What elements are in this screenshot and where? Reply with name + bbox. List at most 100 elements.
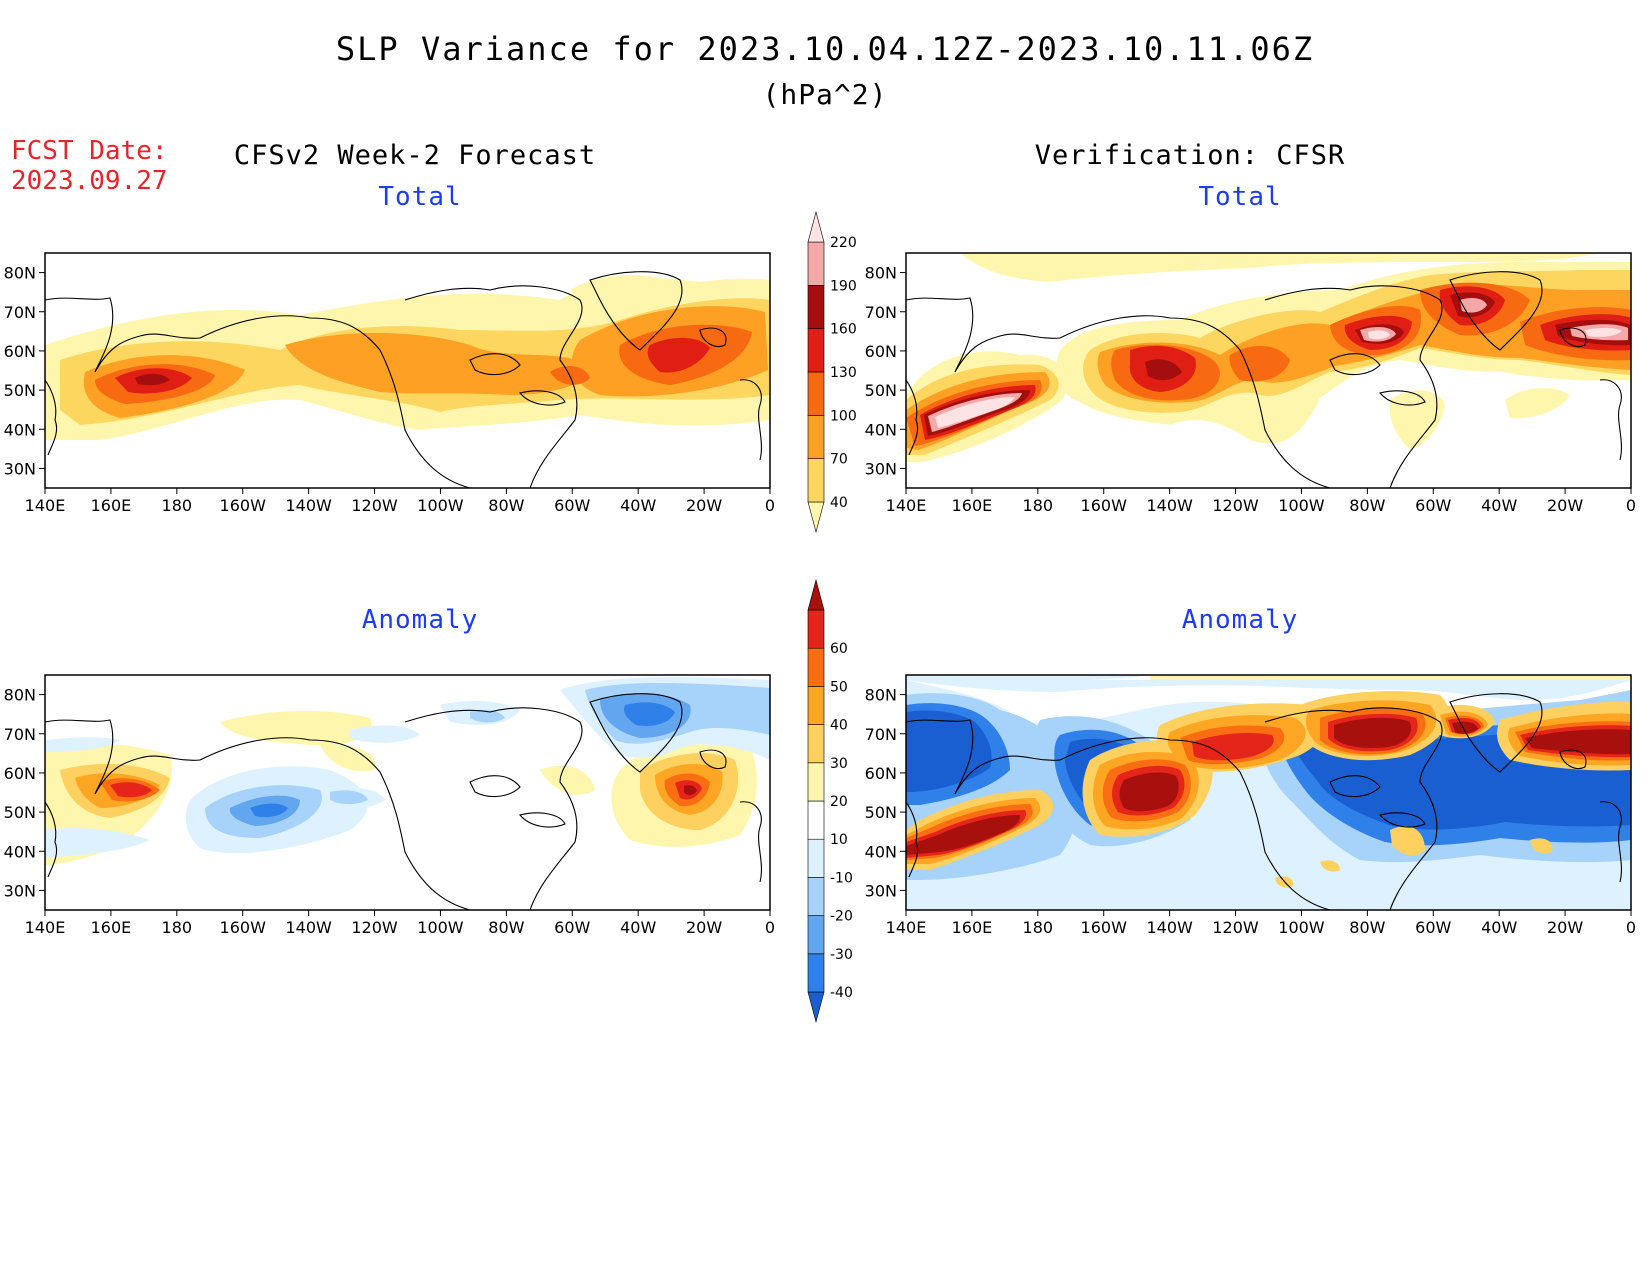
bottom-right-lon-label: 120W xyxy=(1212,918,1259,937)
anomaly-colorbar-level-label: 50 xyxy=(830,679,848,695)
bottom-right-lon-label: 100W xyxy=(1278,918,1325,937)
anomaly-colorbar-swatch xyxy=(807,877,825,916)
top-left-lon-label: 160E xyxy=(91,496,132,515)
top-left-lat-label: 70N xyxy=(4,303,36,322)
anomaly-colorbar-level-label: -10 xyxy=(830,870,853,886)
left-column-title: CFSv2 Week-2 Forecast xyxy=(233,140,597,171)
top-right-lon-label: 80W xyxy=(1349,496,1385,515)
top-right-lon-label: 0 xyxy=(1626,496,1636,515)
fcst-date-caption: FCST Date: xyxy=(11,136,168,166)
anomaly-colorbar-level-label: -20 xyxy=(830,909,853,925)
top-left-lat-label: 80N xyxy=(4,264,36,283)
top-left-lon-label: 100W xyxy=(417,496,464,515)
bottom-right-lon-label: 80W xyxy=(1349,918,1385,937)
anomaly-colorbar-swatch xyxy=(807,953,825,993)
top-right-lat-label: 40N xyxy=(865,420,897,439)
total-colorbar-level-label: 220 xyxy=(830,235,857,251)
top-left-lat-label: 40N xyxy=(4,420,36,439)
top-right-lat-label: 30N xyxy=(865,459,897,478)
top-right-lon-label: 120W xyxy=(1212,496,1259,515)
total-colorbar-level-label: 160 xyxy=(830,322,857,338)
anomaly-colorbar-level-label: 10 xyxy=(830,832,848,848)
top-right-panel-title: Total xyxy=(1198,182,1282,212)
fcst-date-value: 2023.09.27 xyxy=(11,166,168,196)
bottom-left-lon-label: 80W xyxy=(488,918,524,937)
anomaly-colorbar-swatch xyxy=(807,724,825,764)
total-colorbar-swatch xyxy=(807,328,825,373)
top-right-lon-label: 60W xyxy=(1415,496,1451,515)
anomaly-colorbar-level-label: 30 xyxy=(830,756,848,772)
bottom-left-lat-label: 40N xyxy=(4,842,36,861)
top-right-lon-label: 160W xyxy=(1081,496,1128,515)
top-left-lon-label: 20W xyxy=(686,496,722,515)
verification-total-field xyxy=(906,253,1631,488)
anomaly-colorbar-level-label: 20 xyxy=(830,794,848,810)
top-right-lon-label: 20W xyxy=(1547,496,1583,515)
bottom-left-lat-label: 70N xyxy=(4,725,36,744)
bottom-right-lon-label: 160E xyxy=(952,918,993,937)
anomaly-colorbar-swatch xyxy=(807,686,825,725)
anomaly-colorbar-swatch xyxy=(807,800,825,840)
top-right-lon-label: 160E xyxy=(952,496,993,515)
top-left-lon-label: 140W xyxy=(285,496,332,515)
forecast-anomaly-field xyxy=(45,675,770,910)
total-colorbar-swatch xyxy=(807,371,825,416)
coastline-top-right xyxy=(905,271,1622,489)
top-right-panel-frame xyxy=(905,252,1632,489)
anomaly-colorbar-level-label: 60 xyxy=(830,641,848,657)
top-left-lon-label: 140E xyxy=(25,496,66,515)
top-right-lat-label: 70N xyxy=(865,303,897,322)
bottom-right-lon-label: 160W xyxy=(1081,918,1128,937)
figure-units: (hPa^2) xyxy=(762,78,888,111)
total-colorbar-lower-arrow xyxy=(807,501,825,534)
colorbar-layer: 40 70 100 130 160 190 220 -40 -30 -20 -10 10 20 30 40 5… xyxy=(807,210,857,1024)
coastline-bottom-right xyxy=(905,693,1622,911)
top-right-lat-label: 60N xyxy=(865,342,897,361)
total-colorbar-swatch xyxy=(807,415,825,459)
top-left-lat-label: 50N xyxy=(4,381,36,400)
anomaly-colorbar-level-label: -30 xyxy=(830,947,853,963)
bottom-right-lon-label: 140E xyxy=(886,918,927,937)
top-right-lon-label: 140E xyxy=(886,496,927,515)
anomaly-colorbar-swatch xyxy=(807,609,825,649)
anomaly-colorbar-swatch xyxy=(807,915,825,955)
bottom-right-lon-label: 20W xyxy=(1547,918,1583,937)
top-left-lon-label: 60W xyxy=(554,496,590,515)
top-left-lon-label: 80W xyxy=(488,496,524,515)
bottom-right-lon-label: 140W xyxy=(1146,918,1193,937)
bottom-left-lat-label: 30N xyxy=(4,881,36,900)
bottom-left-lon-label: 180 xyxy=(162,918,193,937)
forecast-total-field xyxy=(45,253,770,488)
total-colorbar-swatch xyxy=(807,458,825,503)
top-right-lon-label: 100W xyxy=(1278,496,1325,515)
total-colorbar-level-label: 190 xyxy=(830,278,857,294)
coastline-top-left xyxy=(44,271,762,489)
bottom-left-lon-label: 160E xyxy=(91,918,132,937)
bottom-left-lon-label: 100W xyxy=(417,918,464,937)
top-right-lat-label: 80N xyxy=(865,264,897,283)
top-left-lat-label: 30N xyxy=(4,459,36,478)
bottom-right-panel-frame xyxy=(905,674,1632,911)
bottom-right-lat-label: 30N xyxy=(865,881,897,900)
top-left-lat-label: 60N xyxy=(4,342,36,361)
bottom-right-lon-label: 0 xyxy=(1626,918,1636,937)
bottom-left-lat-label: 80N xyxy=(4,686,36,705)
fcst-date-label: FCST Date: 2023.09.27 xyxy=(11,136,168,196)
verification-anomaly-field xyxy=(906,675,1631,910)
bottom-left-lon-label: 120W xyxy=(351,918,398,937)
total-colorbar-level-label: 70 xyxy=(830,452,848,468)
top-left-lon-label: 180 xyxy=(162,496,193,515)
bottom-right-lon-label: 180 xyxy=(1023,918,1054,937)
total-colorbar-level-label: 40 xyxy=(830,495,848,511)
bottom-right-lon-label: 60W xyxy=(1415,918,1451,937)
total-colorbar-level-label: 100 xyxy=(830,408,857,424)
bottom-left-lon-label: 0 xyxy=(765,918,775,937)
bottom-left-lat-label: 50N xyxy=(4,803,36,822)
top-left-lon-label: 120W xyxy=(351,496,398,515)
bottom-left-lon-label: 60W xyxy=(554,918,590,937)
right-column-title: Verification: CFSR xyxy=(1034,140,1346,171)
bottom-right-lat-label: 60N xyxy=(865,764,897,783)
total-colorbar-swatch xyxy=(807,241,825,286)
coastline-bottom-left xyxy=(44,693,762,911)
